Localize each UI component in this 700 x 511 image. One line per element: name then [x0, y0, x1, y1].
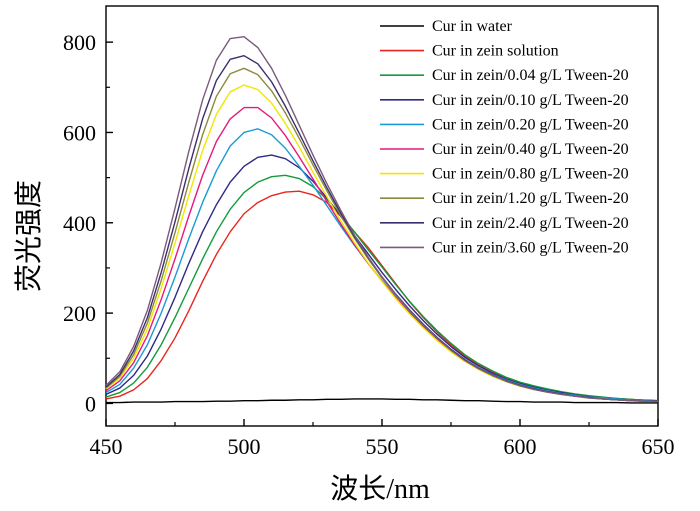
- x-tick-label-1: 500: [228, 434, 261, 459]
- legend-label-0: Cur in water: [432, 18, 513, 35]
- legend-label-5: Cur in zein/0.40 g/L Tween-20: [432, 141, 629, 158]
- series-line-2: [105, 174, 659, 402]
- series-line-3: [105, 154, 659, 402]
- legend-label-6: Cur in zein/0.80 g/L Tween-20: [432, 166, 629, 183]
- legend-label-1: Cur in zein solution: [432, 43, 559, 60]
- x-tick-label-2: 550: [366, 434, 399, 459]
- x-tick-label-3: 600: [504, 434, 537, 459]
- legend-label-2: Cur in zein/0.04 g/L Tween-20: [432, 67, 629, 84]
- y-tick-label-4: 800: [63, 30, 96, 55]
- series-line-0: [106, 398, 658, 404]
- series-layer: [105, 36, 659, 404]
- legend-label-9: Cur in zein/3.60 g/L Tween-20: [432, 239, 629, 256]
- y-tick-label-1: 200: [63, 301, 96, 326]
- legend: Cur in water Cur in zein solution Cur in z…: [380, 18, 629, 256]
- y-tick-label-3: 600: [63, 120, 96, 145]
- y-tick-label-0: 0: [85, 391, 96, 416]
- ticks-layer: 450 500 550 600 650 0 200 400 600 800: [63, 30, 675, 459]
- legend-label-4: Cur in zein/0.20 g/L Tween-20: [432, 116, 629, 133]
- series-line-9: [105, 36, 659, 403]
- y-axis-label: 荧光强度: [13, 180, 45, 292]
- legend-label-7: Cur in zein/1.20 g/L Tween-20: [432, 190, 629, 207]
- legend-label-8: Cur in zein/2.40 g/L Tween-20: [432, 215, 629, 232]
- legend-label-3: Cur in zein/0.10 g/L Tween-20: [432, 92, 629, 109]
- x-axis-label: 波长/nm: [330, 473, 430, 505]
- y-tick-label-2: 400: [63, 211, 96, 236]
- x-tick-label-0: 450: [90, 434, 123, 459]
- x-tick-label-4: 650: [642, 434, 675, 459]
